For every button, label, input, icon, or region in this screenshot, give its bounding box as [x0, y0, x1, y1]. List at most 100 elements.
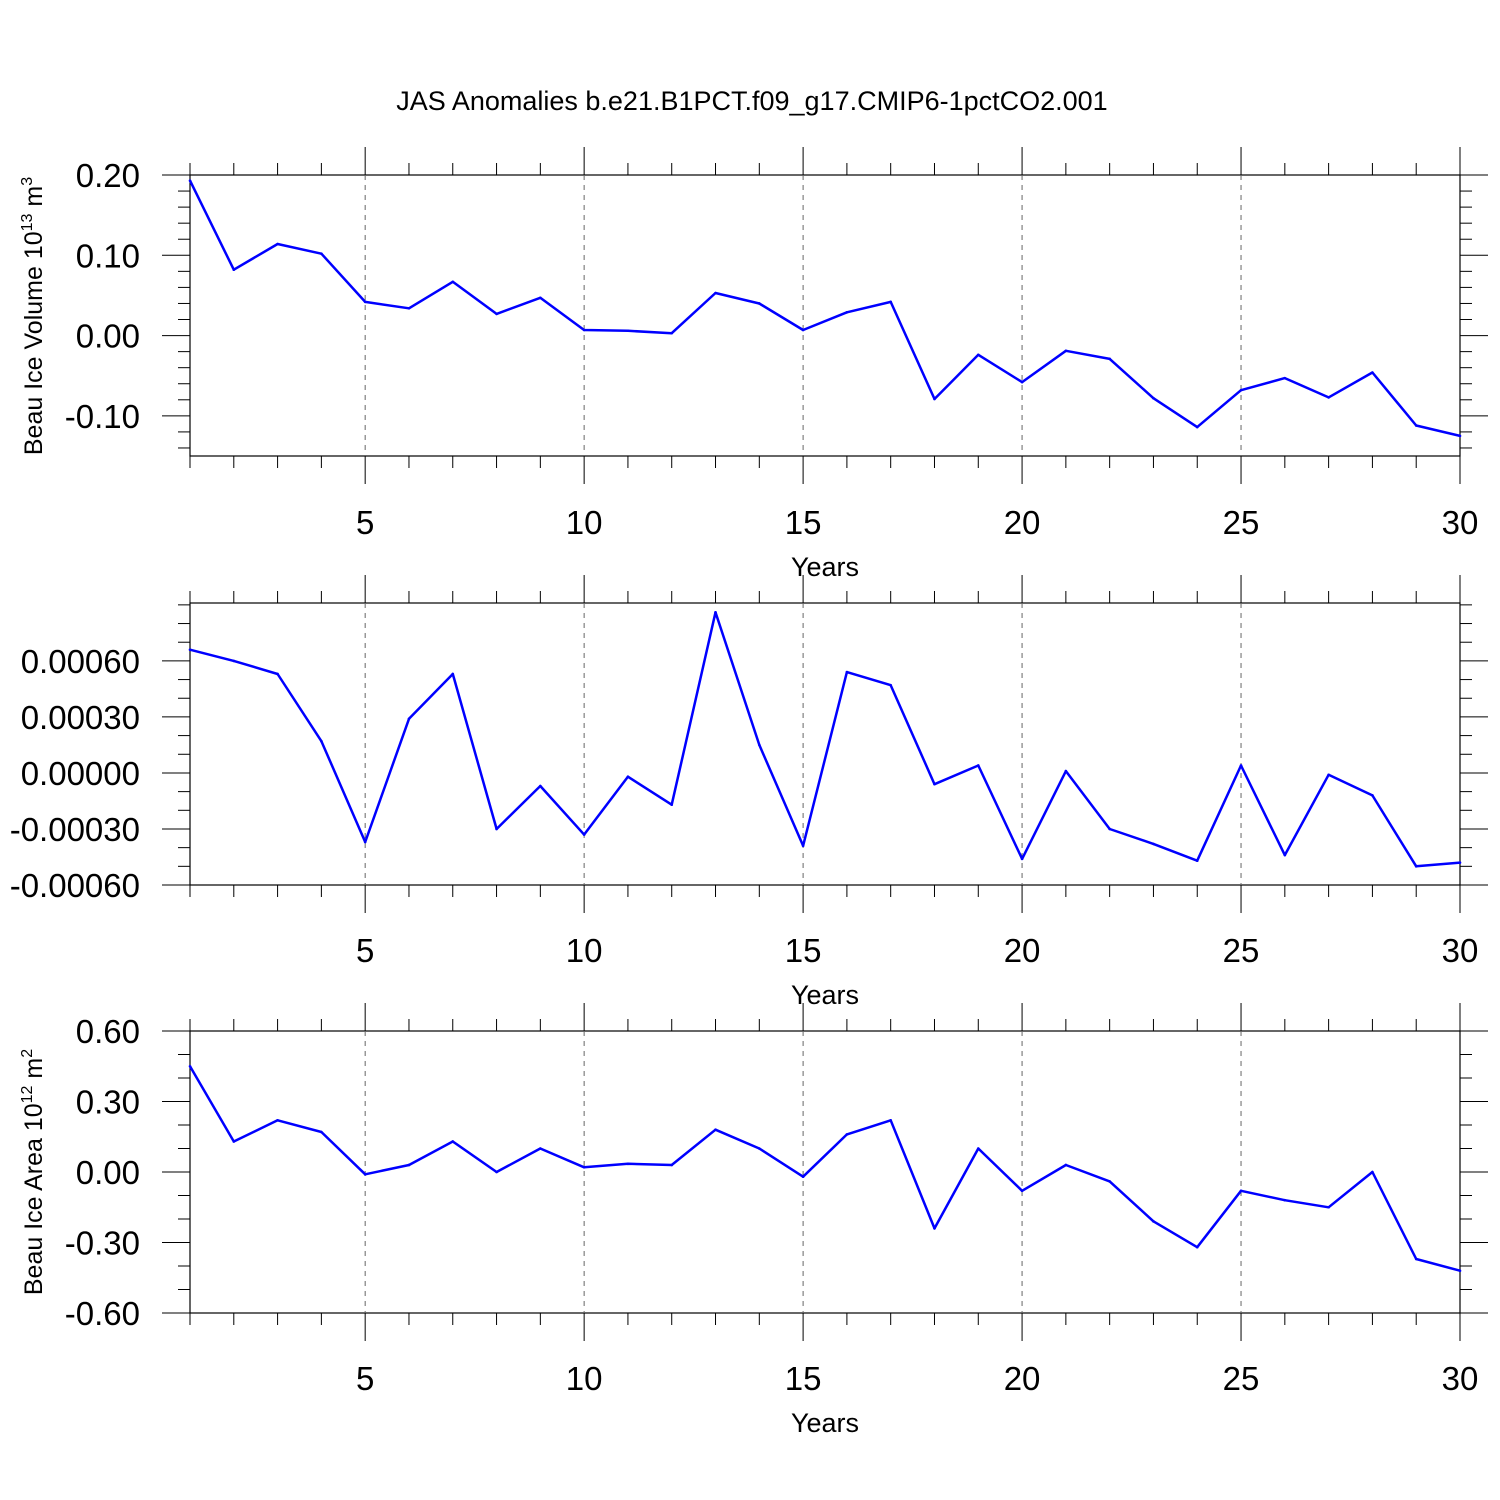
data-point [1108, 1180, 1111, 1183]
data-point [1371, 794, 1374, 797]
panel-2-ytick-labels: 0.00060 0.00030 0.00000 -0.00030 -0.00060 [10, 643, 140, 904]
data-point [801, 328, 805, 332]
panel-1-ytick-labels: 0.20 0.10 0.00 -0.10 [65, 157, 140, 435]
x-tick-label: 5 [356, 932, 374, 969]
panel-3-ticks [162, 1003, 1488, 1341]
panel-3-gridlines [364, 1031, 1242, 1313]
x-tick-label: 20 [1004, 932, 1041, 969]
data-point [626, 329, 630, 333]
data-point [714, 1128, 717, 1131]
panel-2-gridlines [364, 603, 1242, 885]
data-point [626, 775, 630, 778]
data-point [1327, 1205, 1330, 1209]
y-tick-label: 0.30 [76, 1084, 140, 1121]
panel-1: 0.20 0.10 0.00 -0.10 5 10 15 20 25 30 Years Beau… [19, 147, 1488, 582]
panel-2-series-line [189, 611, 1461, 868]
panel-2-frame [189, 602, 1461, 886]
data-point [933, 782, 936, 786]
data-point [976, 764, 980, 767]
data-point [407, 717, 411, 721]
data-point [582, 833, 586, 836]
data-point [495, 312, 498, 316]
data-point [1152, 396, 1155, 400]
data-point [1414, 865, 1418, 868]
data-point [1239, 764, 1243, 767]
x-tick-label: 15 [785, 504, 822, 541]
data-point [976, 1147, 980, 1150]
data-point [801, 1175, 805, 1178]
panel-1-points [188, 179, 1462, 438]
y-tick-label: 0.00 [76, 1154, 140, 1191]
data-point [889, 1119, 892, 1122]
data-point [451, 1140, 455, 1143]
data-point [889, 683, 892, 687]
y-tick-label: 0.10 [76, 237, 140, 274]
data-point [1458, 434, 1462, 438]
data-point [670, 331, 674, 335]
x-tick-label: 10 [566, 1360, 603, 1397]
data-point [1283, 1198, 1287, 1202]
x-tick-label: 25 [1223, 932, 1260, 969]
data-point [801, 844, 805, 848]
data-point [188, 1064, 192, 1068]
x-tick-label: 25 [1223, 1360, 1260, 1397]
data-point [582, 328, 586, 332]
panel-3-xtick-labels: 5 10 15 20 25 30 [356, 1360, 1478, 1397]
data-point [1239, 1189, 1243, 1193]
data-point [626, 1162, 630, 1166]
y-tick-label: -0.60 [65, 1295, 140, 1332]
x-tick-label: 10 [566, 504, 603, 541]
data-point [845, 1133, 849, 1136]
data-point [232, 268, 236, 272]
data-point [407, 306, 411, 310]
panel-1-frame [189, 174, 1461, 457]
x-tick-label: 15 [785, 1360, 822, 1397]
panel-2-points [188, 611, 1462, 868]
chart-title: JAS Anomalies b.e21.B1PCT.f09_g17.CMIP6-… [396, 86, 1107, 116]
data-point [276, 672, 279, 676]
data-point [1020, 857, 1024, 861]
data-point [1152, 1220, 1155, 1223]
data-point [714, 291, 717, 295]
panel-3: 0.60 0.30 0.00 -0.30 -0.60 5 10 15 20 25 30 Years… [19, 1003, 1488, 1438]
data-point [539, 784, 542, 788]
y-tick-label: 0.60 [76, 1013, 140, 1050]
panel-3-points [188, 1064, 1462, 1272]
panel-1-xtick-labels: 5 10 15 20 25 30 [356, 504, 1478, 541]
data-point [933, 397, 936, 401]
y-tick-label: -0.00030 [10, 811, 140, 848]
data-point [1371, 371, 1374, 374]
x-tick-label: 25 [1223, 504, 1260, 541]
data-point [1327, 396, 1330, 399]
data-point [976, 353, 980, 357]
data-point [1152, 842, 1155, 846]
panel-1-x-axis-title: Years [791, 552, 859, 582]
y-tick-label: -0.00060 [10, 867, 140, 904]
data-point [1064, 1163, 1068, 1167]
data-point [1108, 827, 1111, 831]
panel-2-ticks [162, 575, 1488, 913]
data-point [1020, 380, 1024, 384]
data-point [1283, 853, 1287, 857]
x-tick-label: 30 [1442, 1360, 1479, 1397]
x-tick-label: 30 [1442, 504, 1479, 541]
data-point [670, 803, 674, 806]
data-point [363, 1173, 367, 1176]
data-point [276, 1119, 279, 1122]
data-point [451, 280, 455, 284]
panel-2-xtick-labels: 5 10 15 20 25 30 [356, 932, 1478, 969]
y-tick-label: 0.00000 [21, 755, 140, 792]
panel-1-series-line [188, 180, 1461, 438]
data-point [1458, 861, 1462, 864]
data-point [1195, 859, 1199, 863]
data-point [582, 1166, 586, 1169]
x-tick-label: 20 [1004, 1360, 1041, 1397]
data-point [1195, 1245, 1199, 1249]
data-point [495, 827, 498, 831]
data-point [1195, 425, 1199, 429]
data-point [1239, 388, 1243, 392]
data-point [1458, 1269, 1462, 1272]
data-point [495, 1170, 498, 1174]
y-tick-label: 0.20 [76, 157, 140, 194]
